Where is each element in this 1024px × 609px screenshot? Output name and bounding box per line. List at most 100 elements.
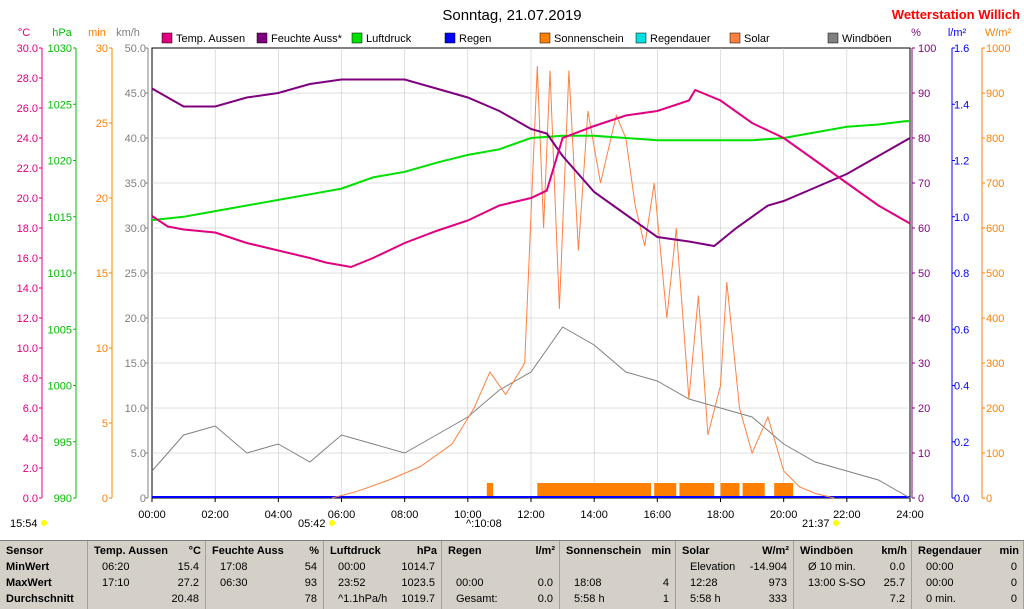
stats-header-label: Sensor [6, 545, 44, 557]
stats-cell-value: 25.7 [883, 577, 905, 589]
x-tick-label: 22:00 [833, 509, 861, 521]
stats-header: Feuchte Auss% [206, 543, 323, 559]
stats-column: Sonnenschein min 18:08 4 5:58 h 1 [560, 541, 676, 609]
sunshine-bar [774, 483, 794, 498]
x-tick-label: 18:00 [707, 509, 735, 521]
stats-cell-value: -14.904 [749, 561, 787, 573]
stats-cell-label: 17:10 [102, 577, 130, 589]
stats-header: Regen l/m² [442, 543, 559, 559]
stats-header-label: Luftdruck [330, 545, 381, 557]
humidity-tick-label: 50 [918, 268, 930, 280]
sunshine-bar [537, 483, 652, 498]
stats-row: MinWert [0, 559, 87, 575]
x-axis-labels: 00:00 02:00 04:00 06:00 08:00 10:00 12:00 14:00… [138, 509, 924, 521]
rain-tick-label: 0.4 [954, 381, 969, 393]
stats-cell-value: 1019.7 [401, 593, 435, 605]
humidity-tick-label: 30 [918, 358, 930, 370]
stats-header: Sonnenschein min [560, 543, 675, 559]
x-tick-label: 04:00 [265, 509, 293, 521]
stats-cell-value: 78 [304, 593, 317, 605]
solar-tick-label: 500 [986, 268, 1004, 280]
stats-row: 00:00 0 [912, 575, 1023, 591]
rain-tick-label: 0.6 [954, 324, 969, 336]
solar-tick-label: 700 [986, 178, 1004, 190]
stats-row: 00:00 0 [912, 559, 1023, 575]
stats-cell-label: 00:00 [926, 577, 954, 589]
legend-label: Feuchte Auss* [271, 33, 343, 45]
wind-tick-label: 40.0 [125, 133, 146, 145]
legend-label: Solar [744, 33, 770, 45]
x-tick-label: 10:00 [454, 509, 482, 521]
x-tick-label: 20:00 [770, 509, 798, 521]
solar-tick-label: 600 [986, 223, 1004, 235]
stats-cell-label: 06:30 [220, 577, 248, 589]
sunshine-bar [654, 483, 677, 498]
wind-tick-label: 5.0 [131, 448, 146, 460]
stats-header-label: Solar [682, 545, 710, 557]
stats-row: 00:00 1014.7 [324, 559, 441, 575]
pressure-tick-label: 1015 [48, 212, 72, 224]
legend-swatch [635, 32, 647, 44]
solar-tick-label: 1000 [986, 43, 1010, 55]
stats-header-unit: km/h [881, 545, 907, 557]
stats-row: 06:20 15.4 [88, 559, 205, 575]
chart-legend: Temp. Aussen Feuchte Auss* Luftdruck Regen S… [161, 32, 892, 45]
stats-cell-value: 0 [1010, 577, 1017, 589]
stats-row [560, 559, 675, 575]
series-feuchte-auss-line [151, 78, 911, 248]
stats-column: Feuchte Auss% 17:08 54 06:30 93 78 [206, 541, 324, 609]
legend-swatch [539, 32, 551, 44]
humidity-tick-label: 100 [918, 43, 936, 55]
stats-cell-label: ^1.1hPa/h [338, 593, 388, 605]
stats-cell-label: 17:08 [220, 561, 248, 573]
legend-swatch [161, 32, 173, 44]
stats-column: Luftdruck hPa 00:00 1014.7 23:52 1023.5 ^1.1hP… [324, 541, 442, 609]
sunshine-bar [486, 483, 494, 498]
stats-header-label: Temp. Aussen [94, 545, 168, 557]
stats-row: 00:00 0.0 [442, 575, 559, 591]
stats-column: Sensor MinWert MaxWert Durchschnitt [0, 541, 88, 609]
stats-cell-value: 15.4 [177, 561, 199, 573]
solar-tick-label: 200 [986, 403, 1004, 415]
temp-tick-label: 18.0 [17, 223, 38, 235]
stats-column: Temp. Aussen °C 06:20 15.4 17:10 27.2 20.48 [88, 541, 206, 609]
rain-tick-label: 1.0 [954, 212, 969, 224]
temp-tick-label: 30.0 [17, 43, 38, 55]
stats-cell-value: 0 [1010, 593, 1017, 605]
solar-tick-label: 400 [986, 313, 1004, 325]
legend-swatch [444, 32, 456, 44]
wind-tick-label: 50.0 [125, 43, 146, 55]
temp-tick-label: 4.0 [23, 433, 38, 445]
stats-cell-value: 1 [662, 593, 669, 605]
sunshine-bar [742, 483, 765, 498]
rain-tick-label: 0.8 [954, 268, 969, 280]
stats-row: MaxWert [0, 575, 87, 591]
rain-tick-label: 1.2 [954, 156, 969, 168]
stats-header: Sensor [0, 543, 87, 559]
stats-cell-value: 93 [304, 577, 317, 589]
stats-row: 0 min. 0 [912, 591, 1023, 607]
stats-row: 17:08 54 [206, 559, 323, 575]
chart-grid [151, 47, 911, 499]
stats-row: 23:52 1023.5 [324, 575, 441, 591]
stats-row: 17:10 27.2 [88, 575, 205, 591]
plot-area [151, 65, 911, 499]
stats-cell-value: 0.0 [537, 593, 553, 605]
temp-tick-label: 26.0 [17, 103, 38, 115]
humidity-tick-label: 20 [918, 403, 930, 415]
wind-tick-label: 30.0 [125, 223, 146, 235]
temp-tick-label: 8.0 [23, 373, 38, 385]
x-tick-label: 06:00 [328, 509, 356, 521]
stats-cell-label: 0 min. [926, 593, 956, 605]
sunshine-bar [679, 483, 715, 498]
rain-tick-label: 1.4 [954, 99, 969, 111]
x-tick-label: 16:00 [644, 509, 672, 521]
temp-tick-label: 6.0 [23, 403, 38, 415]
stats-row: Gesamt: 0.0 [442, 591, 559, 607]
stats-column: Regendauer min 00:00 0 00:00 0 0 min. 0 [912, 541, 1024, 609]
stats-cell-label: 00:00 [338, 561, 366, 573]
pressure-tick-label: 1025 [48, 99, 72, 111]
x-tick-label: 12:00 [517, 509, 545, 521]
unit-pressure: hPa [52, 27, 72, 39]
stats-header-unit: min [651, 545, 671, 557]
